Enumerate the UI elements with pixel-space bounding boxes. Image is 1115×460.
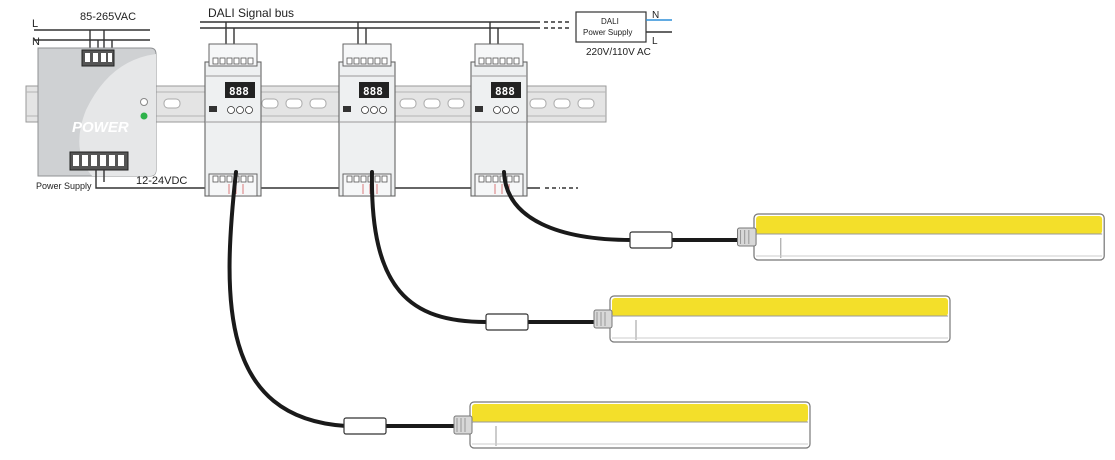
dali-psu-n-label: N — [652, 10, 659, 21]
power-indicator-led-white — [140, 98, 148, 106]
cable-1 — [227, 170, 348, 428]
connector-3 — [629, 231, 673, 249]
dc-bus-label: 12-24VDC — [136, 175, 187, 187]
power-supply: POWER — [37, 47, 157, 177]
dali-psu-voltage: 220V/110V AC — [586, 47, 651, 58]
cable-2 — [369, 170, 488, 324]
line-n-label: N — [32, 36, 40, 48]
dimmer-2-display: 888 — [363, 85, 383, 98]
dimmer-1: 888 — [204, 43, 262, 197]
connector-2 — [485, 313, 529, 331]
dimmer-1-display: 888 — [229, 85, 249, 98]
dali-power-supply: DALI Power Supply N L 220V/110V AC — [575, 10, 672, 58]
cables — [227, 170, 754, 428]
dimmer-2: 888 — [338, 43, 396, 197]
led-strip-2 — [593, 295, 951, 343]
line-l-label: L — [32, 18, 38, 30]
cable-connectors — [343, 231, 673, 435]
power-indicator-led-green — [140, 112, 148, 120]
dali-psu-line1: DALI — [601, 17, 619, 26]
connector-1 — [343, 417, 387, 435]
ac-input-label: 85-265VAC — [80, 11, 136, 23]
cable-3 — [502, 170, 634, 242]
dali-psu-l-label: L — [652, 36, 658, 47]
psu-brand-label: POWER — [72, 119, 129, 136]
dimmer-3: 888 — [470, 43, 528, 197]
led-strip-3 — [736, 213, 1105, 261]
dali-psu-line2: Power Supply — [583, 28, 632, 37]
led-strip-1 — [453, 401, 811, 449]
dali-bus-label: DALI Signal bus — [208, 6, 294, 20]
dimmer-3-display: 888 — [495, 85, 515, 98]
psu-caption: Power Supply — [36, 181, 92, 191]
